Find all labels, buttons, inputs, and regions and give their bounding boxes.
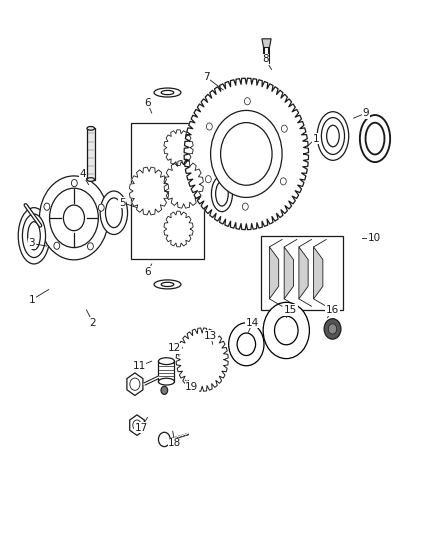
Text: 10: 10: [368, 233, 381, 244]
Circle shape: [205, 175, 211, 183]
Ellipse shape: [321, 118, 345, 155]
Polygon shape: [299, 247, 308, 299]
Polygon shape: [262, 39, 271, 47]
Polygon shape: [130, 415, 144, 435]
Circle shape: [88, 243, 93, 250]
Circle shape: [49, 188, 98, 247]
Ellipse shape: [154, 88, 181, 97]
Circle shape: [237, 333, 256, 356]
Text: 19: 19: [185, 382, 198, 392]
Text: 12: 12: [168, 343, 181, 353]
Circle shape: [244, 98, 250, 105]
Bar: [87, 128, 95, 180]
Circle shape: [221, 123, 272, 185]
Text: 14: 14: [246, 318, 259, 328]
Ellipse shape: [87, 177, 95, 181]
Ellipse shape: [327, 125, 339, 147]
Ellipse shape: [317, 112, 349, 160]
Ellipse shape: [28, 222, 40, 250]
Circle shape: [206, 123, 212, 130]
Bar: [131, 123, 204, 259]
Polygon shape: [184, 78, 308, 230]
Ellipse shape: [360, 115, 390, 162]
Polygon shape: [269, 247, 279, 299]
Circle shape: [39, 176, 109, 260]
Polygon shape: [164, 211, 193, 247]
Circle shape: [54, 242, 60, 249]
Circle shape: [281, 125, 287, 132]
Circle shape: [229, 323, 264, 366]
Polygon shape: [127, 373, 143, 395]
Text: 8: 8: [262, 54, 268, 64]
Ellipse shape: [366, 123, 385, 155]
Polygon shape: [176, 328, 228, 391]
Circle shape: [324, 319, 341, 339]
Ellipse shape: [161, 282, 174, 287]
Circle shape: [328, 324, 337, 334]
Text: 1: 1: [312, 134, 319, 143]
Polygon shape: [164, 160, 203, 208]
Bar: [159, 361, 174, 382]
Circle shape: [159, 432, 170, 447]
Text: 2: 2: [89, 318, 96, 328]
Bar: [261, 236, 343, 310]
Text: 18: 18: [168, 438, 181, 448]
Text: 7: 7: [203, 72, 210, 82]
Ellipse shape: [87, 126, 95, 130]
Text: 11: 11: [132, 361, 146, 372]
Text: 6: 6: [144, 266, 151, 277]
Text: 3: 3: [28, 238, 35, 248]
Ellipse shape: [100, 191, 127, 235]
Circle shape: [98, 204, 104, 211]
Text: 4: 4: [79, 169, 86, 180]
Polygon shape: [129, 167, 169, 215]
Ellipse shape: [215, 181, 228, 206]
Text: 15: 15: [284, 305, 297, 315]
Circle shape: [71, 180, 77, 187]
Circle shape: [275, 316, 298, 345]
Circle shape: [263, 302, 309, 359]
Ellipse shape: [159, 358, 174, 365]
Text: 13: 13: [204, 330, 217, 341]
Circle shape: [44, 203, 50, 210]
Ellipse shape: [106, 198, 122, 228]
Circle shape: [211, 110, 282, 197]
Ellipse shape: [18, 208, 50, 264]
Polygon shape: [164, 130, 193, 165]
Text: 6: 6: [144, 98, 151, 108]
Ellipse shape: [22, 214, 46, 257]
Text: 9: 9: [363, 108, 370, 118]
Ellipse shape: [161, 91, 174, 95]
Text: 16: 16: [326, 305, 339, 315]
Polygon shape: [284, 247, 293, 299]
Circle shape: [133, 420, 141, 430]
Circle shape: [242, 203, 248, 210]
Ellipse shape: [159, 378, 174, 385]
Circle shape: [64, 205, 85, 231]
Circle shape: [130, 378, 140, 390]
Ellipse shape: [212, 176, 233, 212]
Text: 1: 1: [28, 295, 35, 305]
Circle shape: [161, 386, 168, 394]
Polygon shape: [314, 247, 323, 299]
Circle shape: [280, 178, 286, 185]
Text: 5: 5: [119, 198, 126, 207]
Text: 17: 17: [134, 423, 148, 433]
Ellipse shape: [154, 280, 181, 289]
